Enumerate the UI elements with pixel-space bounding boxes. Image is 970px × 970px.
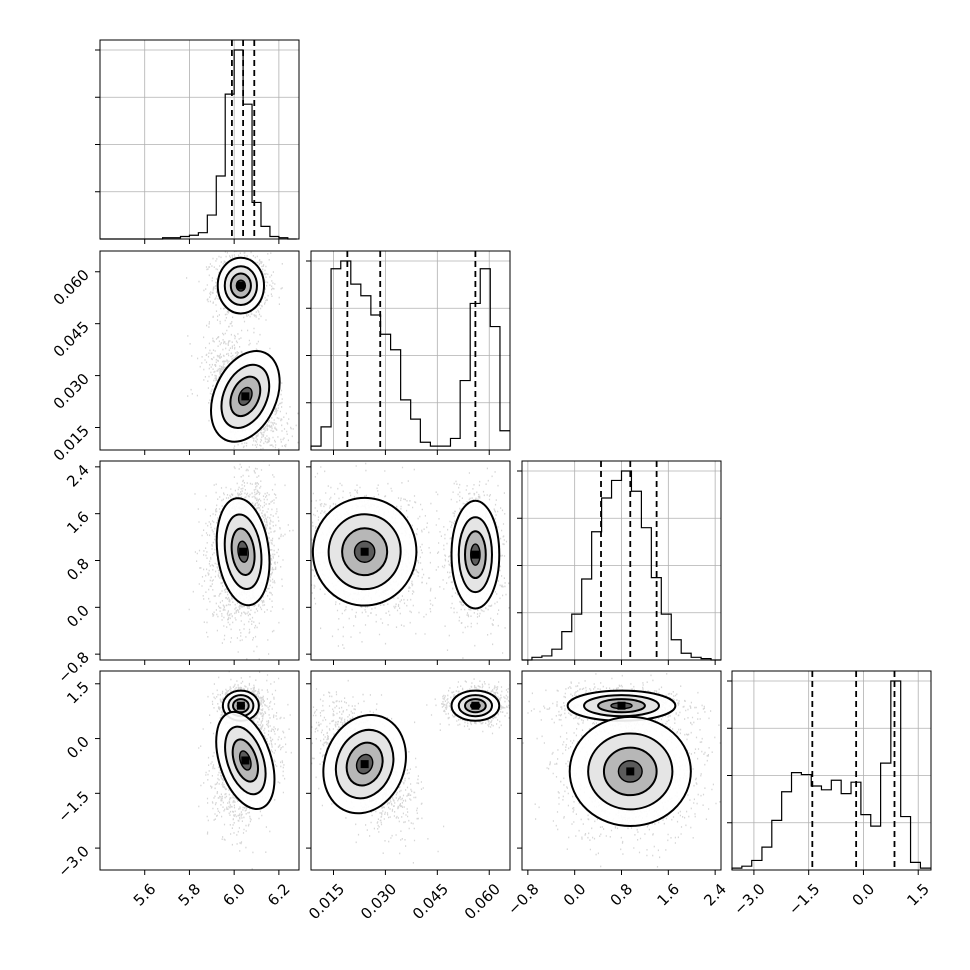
density-layer — [188, 461, 294, 660]
density-peak — [241, 756, 250, 765]
x-tick-label: 0.030 — [357, 880, 400, 923]
y-tick-label: 0.015 — [50, 422, 93, 465]
hist-panel-3 — [727, 670, 932, 871]
y-tick-label: 0.060 — [50, 266, 93, 309]
density-layer — [311, 462, 510, 659]
x-tick-label: 0.8 — [607, 880, 637, 910]
x-tick-label: 0.0 — [560, 880, 590, 910]
hist-panel-1 — [306, 250, 511, 451]
panel-frame — [310, 670, 511, 871]
x-tick-label: −1.5 — [785, 880, 823, 918]
density-peak — [239, 547, 248, 556]
scatter-panel-0-1 — [99, 250, 300, 451]
density-layer — [186, 251, 299, 450]
x-tick-label: −3.0 — [730, 880, 768, 918]
x-tick-label: 6.2 — [264, 880, 294, 910]
density-peak — [360, 760, 369, 769]
y-tick-label: 0.8 — [63, 555, 93, 585]
y-tick-label: −1.5 — [54, 787, 92, 825]
x-tick-label: 0.0 — [849, 880, 879, 910]
scatter-panel-1-3 — [310, 670, 511, 871]
density-peak — [236, 701, 245, 710]
panel-frame — [99, 670, 300, 871]
density-peak — [471, 550, 480, 559]
density-peak — [626, 767, 635, 776]
panel-frame — [99, 39, 300, 240]
y-tick-label: 2.4 — [63, 461, 93, 491]
x-tick-label: 5.6 — [130, 880, 160, 910]
density-layer — [522, 673, 721, 868]
density-peak — [236, 281, 245, 290]
x-tick-label: 1.5 — [903, 880, 933, 910]
density-peak — [241, 392, 250, 401]
density-peak — [360, 547, 369, 556]
y-tick-label: 0.0 — [63, 601, 93, 631]
hist-panel-2 — [517, 460, 722, 661]
x-tick-label: 0.045 — [409, 880, 452, 923]
y-tick-label: 0.030 — [50, 370, 93, 413]
x-tick-label: 1.6 — [653, 880, 683, 910]
panel-frame — [99, 250, 300, 451]
histogram-step — [522, 470, 721, 661]
panel-frame — [310, 250, 511, 451]
y-tick-label: 0.045 — [50, 318, 93, 361]
y-tick-label: 0.0 — [63, 733, 93, 763]
scatter-panel-0-2 — [99, 460, 300, 661]
scatter-panel-2-3 — [521, 670, 722, 871]
x-tick-label: 0.060 — [461, 880, 504, 923]
x-tick-label: 0.015 — [305, 880, 348, 923]
x-tick-label: 5.8 — [175, 880, 205, 910]
scatter-panel-1-2 — [310, 460, 511, 661]
x-tick-label: −0.8 — [504, 880, 542, 918]
x-tick-label: 2.4 — [700, 880, 730, 910]
hist-panel-0 — [95, 39, 300, 240]
density-layer — [311, 678, 510, 864]
density-layer — [198, 671, 292, 870]
density-peak — [471, 701, 480, 710]
y-tick-label: −3.0 — [54, 842, 92, 880]
y-tick-label: −0.8 — [54, 648, 92, 686]
y-tick-label: 1.6 — [63, 508, 93, 538]
panel-frame — [731, 670, 932, 871]
scatter-panel-0-3 — [99, 670, 300, 871]
x-tick-label: 6.0 — [219, 880, 249, 910]
density-peak — [617, 701, 626, 710]
